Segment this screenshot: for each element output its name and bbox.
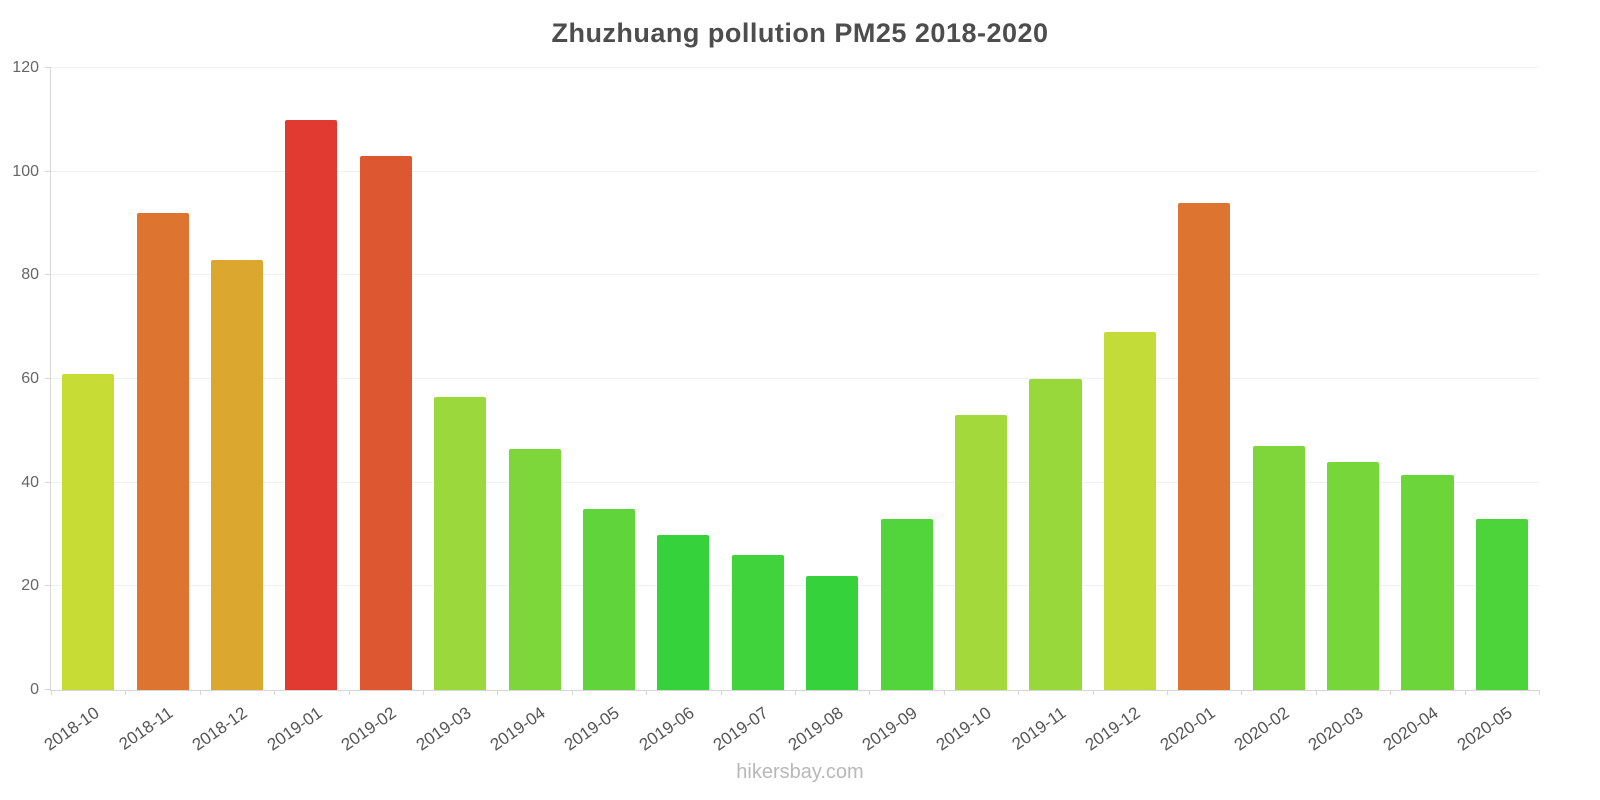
bar-slot	[1465, 68, 1539, 690]
bar-2019-07[interactable]	[731, 555, 784, 690]
x-label-slot: 2020-02	[1231, 690, 1316, 770]
y-tick-label: 0	[30, 681, 39, 698]
bar-slot	[274, 68, 348, 690]
bar-slot	[1018, 68, 1092, 690]
bar-2020-05[interactable]	[1475, 518, 1528, 690]
bar-2019-04[interactable]	[508, 448, 561, 690]
x-label-slot: 2020-05	[1454, 690, 1539, 770]
bar-2020-03[interactable]	[1327, 461, 1380, 690]
y-tick-label: 40	[21, 473, 39, 491]
x-label-slot: 2018-11	[116, 690, 199, 770]
watermark: hikersbay.com	[736, 761, 864, 783]
bar-slot	[646, 68, 720, 690]
bar-slot	[423, 68, 497, 690]
y-tick-label: 20	[21, 577, 39, 595]
x-label-slot: 2018-10	[40, 690, 125, 770]
x-label-slot: 2019-06	[636, 690, 720, 770]
bar-2019-11[interactable]	[1029, 379, 1082, 690]
y-tick-label: 80	[21, 266, 39, 284]
bar-slot	[51, 68, 125, 690]
bar-slot	[572, 68, 646, 690]
bar-2018-12[interactable]	[210, 259, 264, 690]
bar-2019-01[interactable]	[285, 119, 338, 690]
bar-slot	[1167, 68, 1241, 690]
x-label-slot: 2019-10	[933, 690, 1018, 770]
bar-2019-02[interactable]	[359, 156, 412, 690]
x-tick-mark	[1539, 690, 1540, 695]
x-label-slot: 2019-01	[263, 690, 348, 770]
bar-slot	[1093, 68, 1167, 690]
bar-2019-12[interactable]	[1103, 332, 1156, 690]
bar-slot	[349, 68, 423, 690]
bar-slot	[125, 68, 199, 690]
bar-2018-11[interactable]	[136, 213, 189, 690]
x-label-slot: 2019-05	[561, 690, 646, 770]
bar-slot	[200, 68, 274, 690]
bar-slot	[1390, 68, 1464, 690]
bar-2020-01[interactable]	[1178, 202, 1231, 690]
x-label-slot: 2019-08	[784, 690, 869, 770]
x-label-slot: 2020-01	[1156, 690, 1241, 770]
y-tick-label: 100	[12, 162, 39, 180]
bar-slot	[497, 68, 571, 690]
bar-slot	[944, 68, 1018, 690]
x-tick-label: 2019-11	[1008, 703, 1070, 754]
x-label-slot: 2019-07	[710, 690, 795, 770]
bars-container	[51, 68, 1539, 690]
bar-slot	[1242, 68, 1316, 690]
bar-slot	[869, 68, 943, 690]
x-label-slot: 2019-09	[859, 690, 943, 770]
y-tick-label: 120	[12, 59, 39, 76]
bar-2019-05[interactable]	[583, 508, 636, 690]
bar-2018-10[interactable]	[62, 373, 115, 690]
x-axis-labels: 2018-10 2018-11 2018-12 2019-01 2019-02 2019-…	[40, 690, 1539, 770]
x-label-slot: 2020-04	[1380, 690, 1464, 770]
y-tick-label: 60	[21, 370, 39, 387]
x-label-slot: 2019-11	[1009, 690, 1092, 770]
bar-2020-02[interactable]	[1252, 446, 1305, 690]
bar-slot	[721, 68, 795, 690]
x-label-slot: 2018-12	[189, 690, 274, 770]
chart-title: Zhuzhuang pollution PM25 2018-2020	[551, 18, 1049, 48]
bar-2019-10[interactable]	[955, 415, 1008, 690]
x-label-slot: 2019-02	[338, 690, 423, 770]
bar-2019-08[interactable]	[806, 575, 859, 690]
plot-area: 0 20 40 60 80 100 120 2018-10 2018-11 2018-12 201…	[12, 60, 1540, 755]
x-label-slot: 2019-04	[487, 690, 571, 770]
x-label-slot: 2019-12	[1082, 690, 1167, 770]
x-tick-label: 2018-10	[40, 703, 103, 755]
bar-2019-09[interactable]	[880, 518, 933, 690]
x-tick-label: 2018-11	[115, 703, 177, 754]
bar-2019-06[interactable]	[657, 534, 710, 690]
bar-2019-03[interactable]	[434, 397, 487, 690]
bar-slot	[1316, 68, 1390, 690]
bar-slot	[795, 68, 869, 690]
x-label-slot: 2020-03	[1305, 690, 1390, 770]
x-label-slot: 2019-03	[412, 690, 497, 770]
bar-2020-04[interactable]	[1401, 474, 1454, 690]
